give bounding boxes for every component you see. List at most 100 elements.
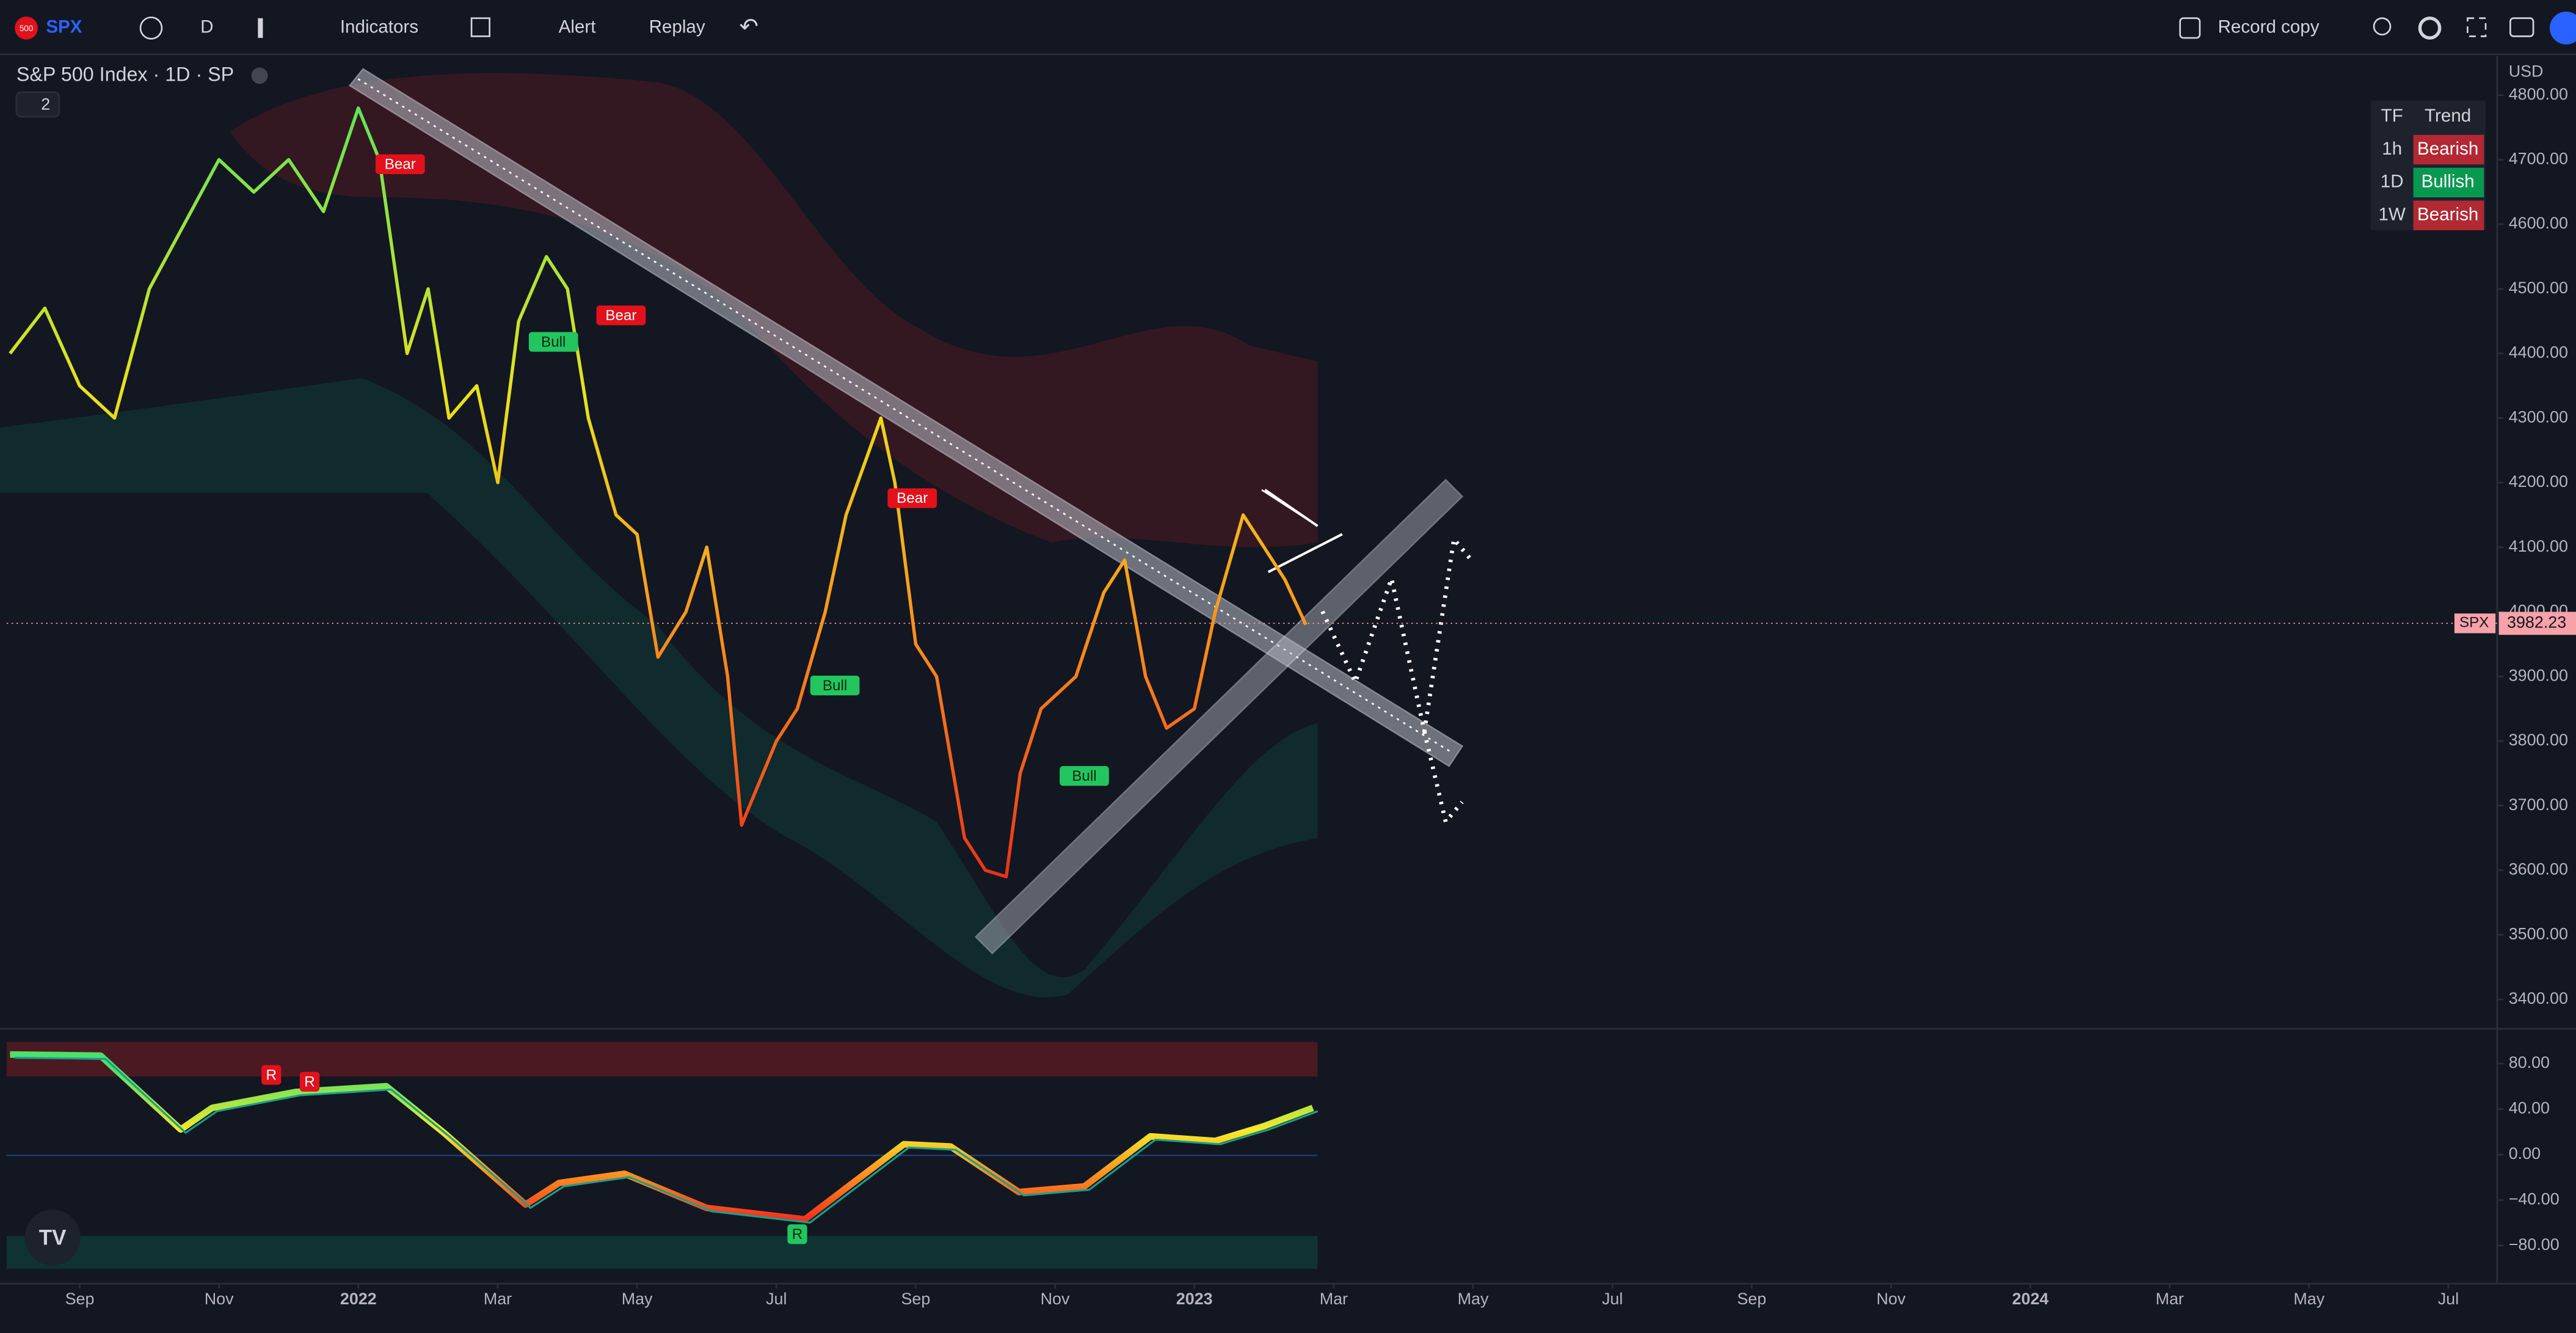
- timeframe: 1D: [2381, 172, 2404, 192]
- signal-label-box: [596, 305, 646, 326]
- timeframe: 1h: [2382, 139, 2402, 159]
- bearish-cloud: [230, 73, 1318, 547]
- table-header: Trend: [2425, 106, 2471, 126]
- y-tick-label: 0.00: [2509, 1144, 2541, 1163]
- profile[interactable]: [2549, 12, 2576, 45]
- signal-label-box: [375, 154, 425, 174]
- downtrend-channel: [348, 68, 1464, 767]
- symbol[interactable]: SPX: [46, 17, 82, 37]
- interval[interactable]: D: [200, 17, 213, 37]
- snapshot-icon[interactable]: [2509, 17, 2534, 37]
- trend-value: Bearish: [2417, 139, 2478, 159]
- signal-label-box: [787, 1224, 807, 1244]
- chart-type-icon[interactable]: [258, 18, 263, 38]
- y-tick-label: 4500.00: [2509, 279, 2568, 297]
- bullish-cloud: [0, 378, 1318, 998]
- overbought-zone: [6, 1042, 1318, 1077]
- x-tick-label: Sep: [901, 1290, 930, 1308]
- undo[interactable]: ↶: [740, 13, 759, 39]
- x-tick-label: Mar: [484, 1290, 512, 1308]
- replay-button[interactable]: Replay: [649, 17, 705, 37]
- x-tick-label: Jul: [2438, 1290, 2459, 1308]
- y-tick-label: 4200.00: [2509, 472, 2568, 491]
- oscillator-signal: [15, 1056, 1319, 1224]
- x-tick-label: May: [1458, 1290, 1489, 1308]
- wedge-bottom: [1267, 533, 1343, 574]
- logo-text: 500: [20, 24, 33, 33]
- layouts-icon[interactable]: [470, 17, 490, 37]
- trend-cell: [2413, 200, 2484, 230]
- signal-label: Bear: [605, 307, 636, 324]
- y-tick-label: 3800.00: [2509, 731, 2568, 749]
- trend-cell: [2413, 134, 2484, 165]
- indicator-count: 2: [41, 95, 50, 113]
- alert-button[interactable]: Alert: [559, 17, 596, 37]
- search-icon[interactable]: [2373, 17, 2392, 36]
- x-tick-label: Nov: [1041, 1290, 1070, 1308]
- x-tick-label: Nov: [1877, 1290, 1906, 1308]
- table-header: TF: [2381, 106, 2403, 126]
- tv-logo-text: TV: [39, 1226, 67, 1250]
- signal-label-box: [1060, 766, 1109, 786]
- trend-value: Bearish: [2417, 204, 2478, 224]
- projection-path: [1320, 534, 1472, 827]
- symbol-logo[interactable]: [15, 16, 38, 40]
- y-tick-label: 4800.00: [2509, 85, 2568, 103]
- record-checkbox[interactable]: [2179, 17, 2201, 39]
- indicators-button[interactable]: Indicators: [340, 17, 418, 37]
- last-price-box: [2498, 612, 2576, 635]
- signal-label-box: [261, 1065, 282, 1085]
- signal-label: Bear: [385, 156, 416, 173]
- signal-label-box: [887, 488, 937, 508]
- x-tick-label: 2024: [2012, 1290, 2049, 1308]
- y-tick-label: −40.00: [2509, 1189, 2560, 1208]
- trend-cell: [2413, 167, 2484, 197]
- signal-label-box: [810, 675, 860, 696]
- signal-label: R: [304, 1073, 315, 1090]
- settings-icon[interactable]: [2418, 16, 2442, 40]
- trend-table: TF Trend 1h Bearish 1D Bullish 1W Bearish: [2370, 100, 2486, 230]
- trend-value: Bullish: [2421, 172, 2475, 192]
- signal-label-box: [299, 1072, 320, 1092]
- y-tick-label: 3700.00: [2509, 795, 2568, 814]
- uptrend-channel: [974, 478, 1464, 955]
- signal-label: R: [266, 1067, 276, 1083]
- last-price-label: 3982.23: [2507, 613, 2566, 631]
- y-tick-label: 4100.00: [2509, 537, 2568, 555]
- toolbar: [0, 0, 2576, 54]
- y-tick-label: −80.00: [2509, 1235, 2560, 1254]
- collapse-button[interactable]: [15, 91, 60, 118]
- signal-label: R: [792, 1226, 802, 1243]
- x-tick-label: Jul: [766, 1290, 787, 1308]
- x-tick-label: Nov: [205, 1290, 234, 1308]
- fullscreen-icon[interactable]: [2467, 17, 2487, 37]
- chart-title: S&P 500 Index · 1D · SP: [16, 63, 234, 85]
- y-tick-label: 80.00: [2509, 1053, 2550, 1072]
- oversold-zone: [6, 1236, 1318, 1269]
- record-button[interactable]: Record copy: [2218, 17, 2319, 37]
- symbol-tag: [2454, 613, 2496, 634]
- signal-label: Bull: [823, 677, 847, 694]
- status-dot: [251, 67, 268, 84]
- signal-label-box: [528, 332, 578, 352]
- price-line: [9, 106, 1308, 878]
- signal-label: Bear: [897, 490, 928, 506]
- x-tick-label: Sep: [1737, 1290, 1766, 1308]
- wedge-top: [1264, 489, 1319, 527]
- signal-label: Bull: [541, 334, 566, 350]
- y-tick-label: 4600.00: [2509, 214, 2568, 232]
- timeframe: 1W: [2379, 204, 2406, 224]
- x-tick-label: Jul: [1602, 1290, 1623, 1308]
- currency: USD: [2509, 62, 2544, 81]
- x-tick-label: Mar: [2156, 1290, 2184, 1308]
- x-tick-label: 2022: [340, 1290, 377, 1308]
- y-tick-label: 3400.00: [2509, 989, 2568, 1007]
- x-tick-label: Sep: [65, 1290, 95, 1308]
- y-tick-label: 4700.00: [2509, 150, 2568, 168]
- y-tick-label: 40.00: [2509, 1099, 2550, 1117]
- add-symbol[interactable]: [139, 16, 163, 40]
- y-tick-label: 3900.00: [2509, 666, 2568, 684]
- oscillator-line: [10, 1051, 1314, 1223]
